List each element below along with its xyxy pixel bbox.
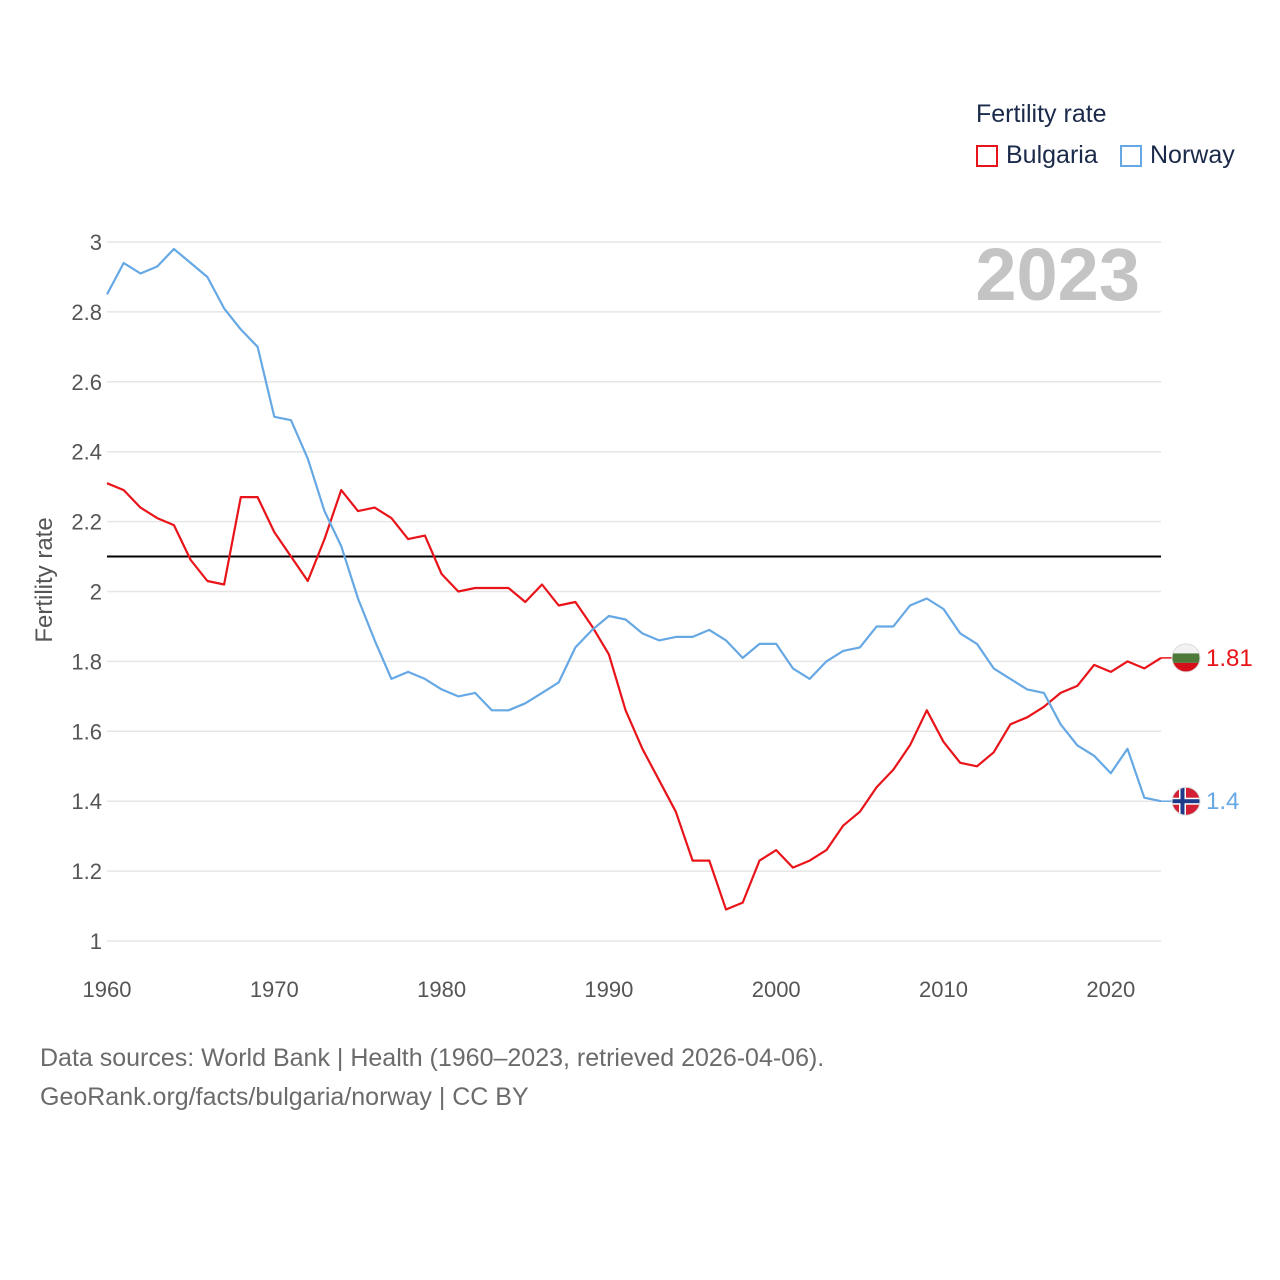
gridlines [107,241,1161,942]
legend-label-norway: Norway [1150,141,1235,169]
flag-bulgaria-icon [1171,643,1201,673]
y-tick-label: 3 [90,230,102,255]
series-end-markers: 1.81 1.4 [1161,643,1253,816]
legend-item-bulgaria[interactable]: Bulgaria [976,141,1098,170]
legend-swatch-norway [1120,144,1142,167]
y-tick-label: 2 [90,580,102,605]
y-axis-ticks: 1 1.2 1.4 1.6 1.8 2 2.2 2.4 2.6 2.8 3 [71,230,102,954]
y-tick-label: 1 [90,929,102,954]
end-value-norway: 1.4 [1206,788,1239,815]
end-value-bulgaria: 1.81 [1206,645,1253,672]
year-watermark: 2023 [975,233,1140,316]
y-tick-label: 1.4 [71,789,102,814]
series-lines [106,247,1162,911]
footer-link[interactable]: GeoRank.org/facts/bulgaria/norway | CC B… [40,1083,529,1111]
x-tick-label: 2000 [752,977,801,1002]
y-tick-label: 2.8 [71,300,102,325]
y-tick-label: 2.6 [71,370,102,395]
x-tick-label: 1980 [417,977,466,1002]
y-tick-label: 2.2 [71,510,102,535]
series-line-bulgaria [106,482,1162,911]
flag-norway-icon [1171,786,1201,816]
x-tick-label: 2010 [919,977,968,1002]
footer-sources: Data sources: World Bank | Health (1960–… [40,1044,825,1072]
x-axis-ticks: 1960 1970 1980 1990 2000 2010 2020 [83,977,1136,1002]
x-tick-label: 1990 [584,977,633,1002]
y-tick-label: 1.2 [71,859,102,884]
y-axis-label: Fertility rate [31,517,58,642]
x-tick-label: 1960 [83,977,132,1002]
legend-title: Fertility rate [976,100,1107,128]
x-tick-label: 2020 [1086,977,1135,1002]
y-tick-label: 2.4 [71,440,102,465]
y-tick-label: 1.8 [71,649,102,674]
series-line-norway [106,247,1162,803]
x-tick-label: 1970 [250,977,299,1002]
legend-swatch-bulgaria [976,144,998,167]
legend-label-bulgaria: Bulgaria [1006,141,1098,169]
y-tick-label: 1.6 [71,719,102,744]
legend-item-norway[interactable]: Norway [1120,141,1235,170]
